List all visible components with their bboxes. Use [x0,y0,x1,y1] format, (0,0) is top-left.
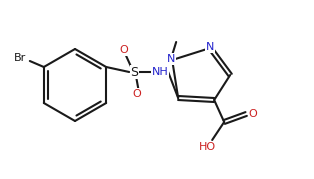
Text: N: N [167,54,175,64]
Text: N: N [206,42,214,52]
Text: O: O [120,45,128,55]
Text: O: O [133,89,142,99]
Text: NH: NH [152,67,169,77]
Text: O: O [249,109,257,119]
Text: S: S [130,66,138,79]
Text: HO: HO [199,142,216,152]
Text: Br: Br [14,53,26,63]
